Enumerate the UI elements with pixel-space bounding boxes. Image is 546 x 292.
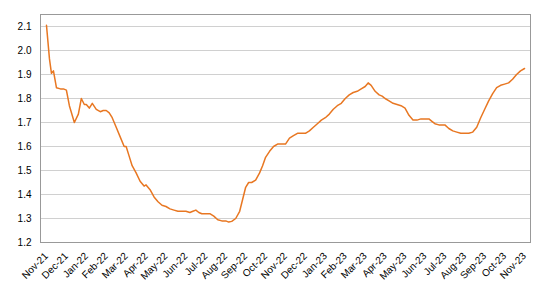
svg-text:Jul-23: Jul-23 [421, 250, 449, 278]
svg-text:Jun-22: Jun-22 [160, 250, 190, 280]
svg-text:Mar-23: Mar-23 [338, 250, 369, 281]
svg-text:Feb-23: Feb-23 [318, 250, 349, 281]
svg-text:Sep-22: Sep-22 [218, 250, 250, 281]
svg-text:Apr-23: Apr-23 [359, 250, 389, 280]
svg-text:1.6: 1.6 [18, 141, 32, 152]
svg-text:Jun-23: Jun-23 [399, 250, 429, 280]
svg-text:Apr-22: Apr-22 [120, 250, 150, 280]
svg-text:1.7: 1.7 [18, 117, 32, 128]
svg-text:Nov-22: Nov-22 [258, 250, 290, 281]
svg-text:Sep-23: Sep-23 [457, 250, 489, 281]
svg-text:Nov-23: Nov-23 [498, 250, 529, 281]
svg-text:May-22: May-22 [138, 250, 170, 282]
svg-text:Nov-21: Nov-21 [19, 250, 51, 281]
svg-text:2.0: 2.0 [18, 45, 32, 56]
svg-text:1.8: 1.8 [18, 93, 32, 104]
svg-text:Mar-22: Mar-22 [99, 250, 130, 281]
svg-text:Feb-22: Feb-22 [79, 250, 110, 281]
svg-text:Jan-23: Jan-23 [299, 250, 329, 280]
svg-text:1.2: 1.2 [18, 237, 32, 248]
svg-text:Dec-22: Dec-22 [278, 250, 310, 281]
svg-text:Jul-22: Jul-22 [182, 250, 210, 278]
svg-text:Aug-23: Aug-23 [437, 250, 469, 281]
svg-text:2.1: 2.1 [18, 21, 32, 32]
svg-text:1.3: 1.3 [18, 213, 32, 224]
svg-text:1.5: 1.5 [18, 165, 32, 176]
svg-text:Oct-23: Oct-23 [479, 250, 509, 280]
svg-text:Dec-21: Dec-21 [39, 250, 71, 281]
svg-text:Oct-22: Oct-22 [240, 250, 270, 280]
svg-text:Jan-22: Jan-22 [60, 250, 90, 280]
svg-text:1.4: 1.4 [18, 189, 32, 200]
svg-text:Aug-22: Aug-22 [198, 250, 230, 281]
svg-text:1.9: 1.9 [18, 69, 32, 80]
svg-text:May-23: May-23 [377, 250, 409, 282]
